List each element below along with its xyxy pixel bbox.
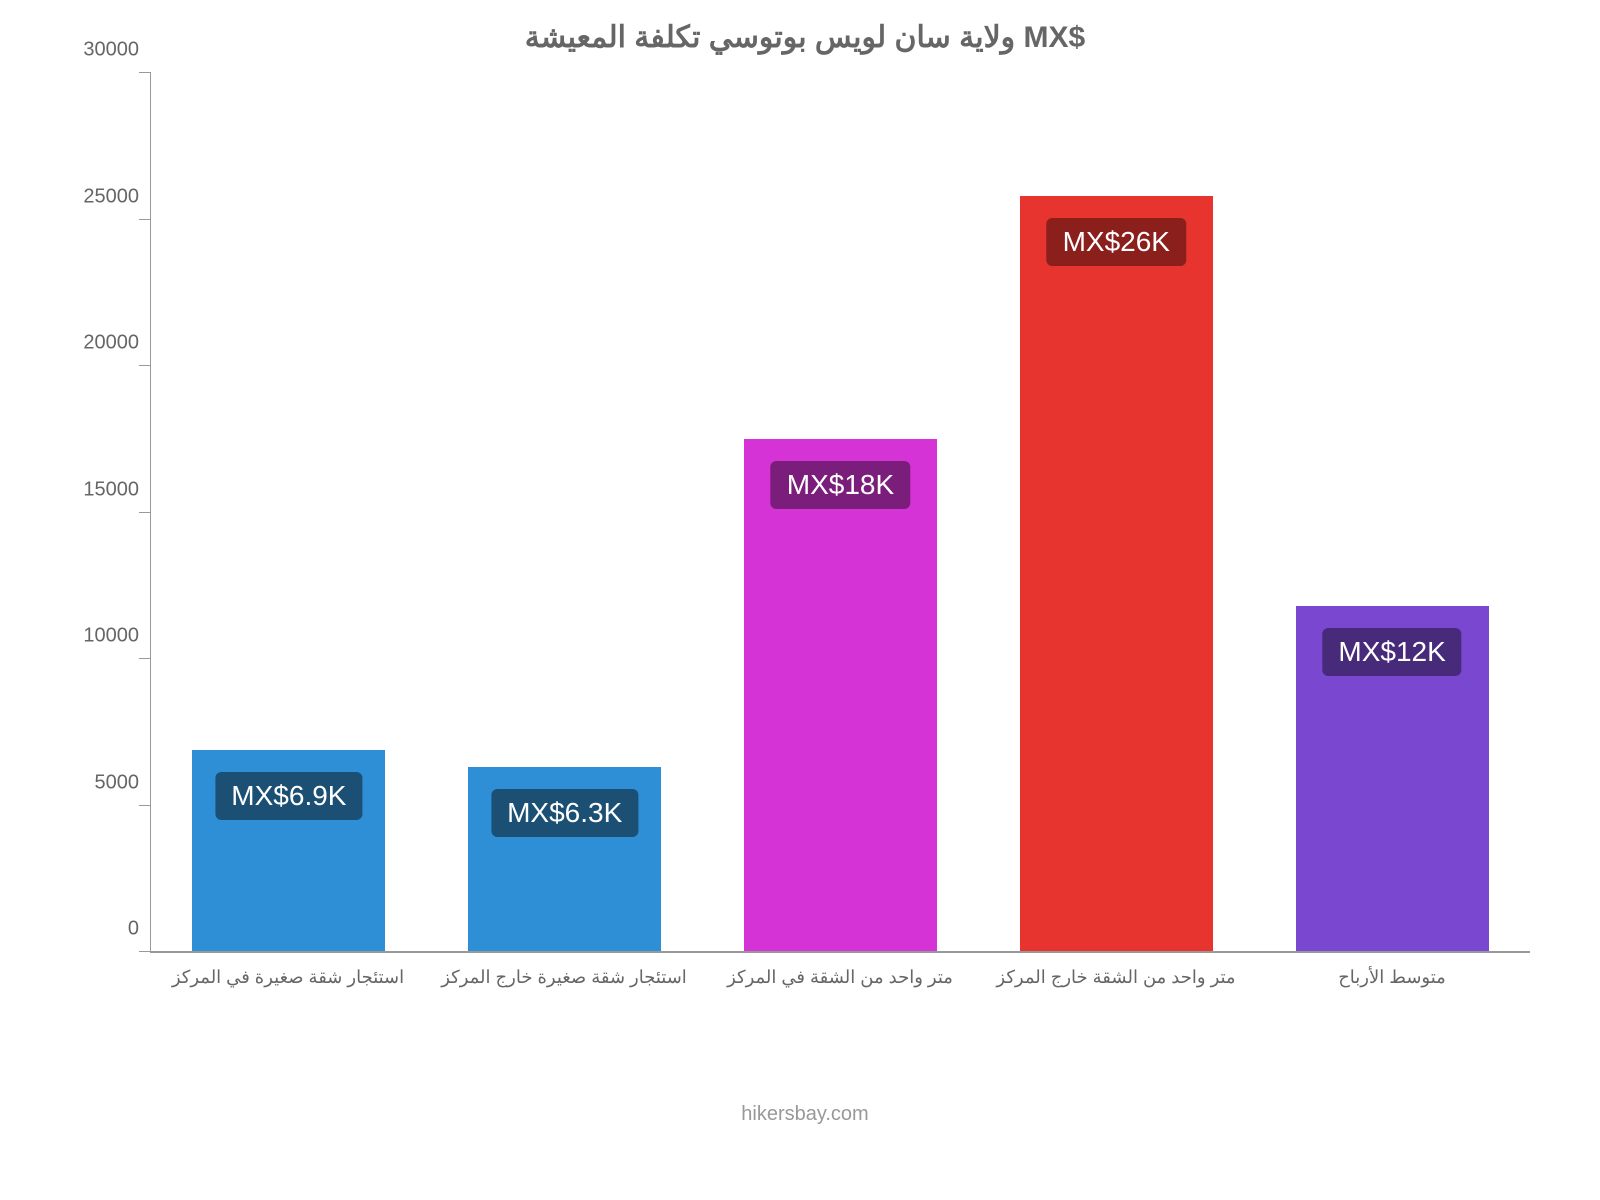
y-tick bbox=[139, 365, 151, 366]
y-tick bbox=[139, 219, 151, 220]
bar-slot: MX$6.9K bbox=[151, 73, 427, 952]
y-tick-label: 10000 bbox=[61, 625, 139, 648]
x-category-label: متر واحد من الشقة في المركز bbox=[702, 953, 978, 1013]
x-category-label: متر واحد من الشقة خارج المركز bbox=[978, 953, 1254, 1013]
bar: MX$18K bbox=[744, 439, 937, 952]
x-category-label: استئجار شقة صغيرة خارج المركز bbox=[426, 953, 702, 1013]
y-tick-label: 0 bbox=[61, 918, 139, 941]
y-tick bbox=[139, 805, 151, 806]
y-tick bbox=[139, 72, 151, 73]
y-tick bbox=[139, 512, 151, 513]
bar-slot: MX$18K bbox=[703, 73, 979, 952]
plot-area: 050001000015000200002500030000 MX$6.9KMX… bbox=[150, 73, 1530, 953]
y-tick bbox=[139, 951, 151, 952]
x-category-label: استئجار شقة صغيرة في المركز bbox=[150, 953, 426, 1013]
value-badge: MX$6.3K bbox=[491, 789, 638, 837]
chart-container: ولاية سان لويس بوتوسي تكلفة المعيشة MX$ … bbox=[0, 0, 1600, 1200]
y-tick-label: 20000 bbox=[61, 332, 139, 355]
credit-text: hikersbay.com bbox=[60, 1103, 1550, 1126]
bar-slot: MX$26K bbox=[978, 73, 1254, 952]
y-tick-label: 30000 bbox=[61, 39, 139, 62]
x-category-label: متوسط الأرباح bbox=[1254, 953, 1530, 1013]
y-tick-label: 15000 bbox=[61, 478, 139, 501]
x-axis-line bbox=[151, 951, 1530, 952]
x-axis-labels: استئجار شقة صغيرة في المركزاستئجار شقة ص… bbox=[150, 953, 1530, 1013]
y-tick-label: 5000 bbox=[61, 771, 139, 794]
value-badge: MX$26K bbox=[1047, 218, 1186, 266]
bar-slot: MX$6.3K bbox=[427, 73, 703, 952]
value-badge: MX$6.9K bbox=[215, 772, 362, 820]
bar: MX$6.9K bbox=[192, 750, 385, 952]
value-badge: MX$18K bbox=[771, 461, 910, 509]
y-tick-label: 25000 bbox=[61, 185, 139, 208]
bar: MX$26K bbox=[1020, 196, 1213, 952]
bar: MX$6.3K bbox=[468, 767, 661, 952]
bar: MX$12K bbox=[1296, 606, 1489, 952]
bar-slot: MX$12K bbox=[1254, 73, 1530, 952]
chart-title: ولاية سان لويس بوتوسي تكلفة المعيشة MX$ bbox=[60, 20, 1550, 55]
value-badge: MX$12K bbox=[1322, 628, 1461, 676]
y-tick bbox=[139, 658, 151, 659]
